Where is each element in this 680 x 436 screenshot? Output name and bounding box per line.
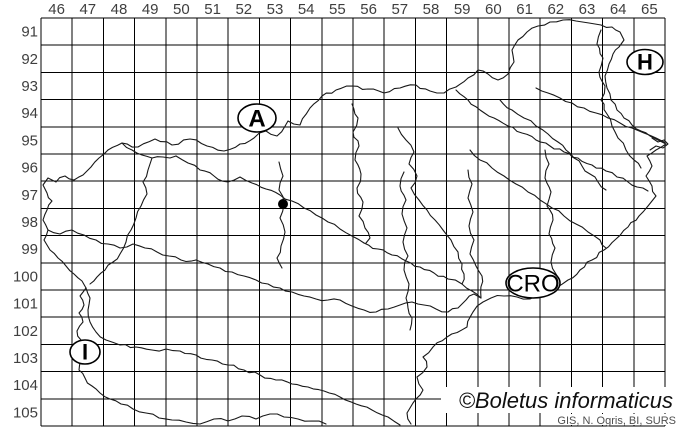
map-line-border-north xyxy=(107,19,667,152)
map-line-river-sotla xyxy=(544,149,561,285)
column-axis-labels: 46 47 48 49 50 51 52 53 54 55 56 57 58 59 60 61 62 63 64 65 xyxy=(48,1,657,18)
country-ellipse xyxy=(69,339,101,365)
row-label-91: 91 xyxy=(21,24,38,41)
map-line-river-soca xyxy=(89,157,153,285)
row-label-93: 93 xyxy=(21,78,38,95)
map-line-river-mirna xyxy=(399,171,413,331)
col-label-47: 47 xyxy=(79,1,96,18)
map-line-river-savinja-e xyxy=(397,127,465,285)
row-label-94: 94 xyxy=(21,105,38,122)
col-label-62: 62 xyxy=(547,1,564,18)
row-label-96: 96 xyxy=(21,160,38,177)
credits-backdrop xyxy=(550,414,678,425)
grid-lines xyxy=(40,17,666,427)
map-line-river-ljubljanica xyxy=(195,259,341,302)
map-line-coastline xyxy=(76,287,327,425)
map-line-river-krka xyxy=(339,293,482,313)
map-line-river-mura xyxy=(535,87,665,143)
map-line-river-dravinja xyxy=(469,149,607,249)
col-label-59: 59 xyxy=(454,1,471,18)
country-label-i: I xyxy=(69,339,101,365)
row-label-104: 104 xyxy=(13,377,38,394)
row-label-99: 99 xyxy=(21,241,38,258)
country-text-i: I xyxy=(82,340,88,365)
occurrence-points xyxy=(278,199,288,209)
map-line-river-drava xyxy=(455,89,649,192)
map-line-river-vipava xyxy=(47,229,197,263)
country-label-cro: CRO xyxy=(505,267,561,299)
map-line-river-krka-e xyxy=(467,169,484,299)
map-line-river-savinja xyxy=(351,103,371,244)
col-label-58: 58 xyxy=(423,1,440,18)
row-label-105: 105 xyxy=(13,404,38,421)
country-text-cro: CRO xyxy=(506,270,559,297)
row-label-100: 100 xyxy=(13,268,38,285)
occurrence-dot-cell-53-97 xyxy=(278,199,288,209)
col-label-54: 54 xyxy=(298,1,315,18)
row-label-101: 101 xyxy=(13,296,38,313)
row-axis-labels: 91 92 93 94 95 96 97 98 99 100 101 102 103 104 105 xyxy=(13,24,38,422)
col-label-55: 55 xyxy=(329,1,346,18)
row-label-98: 98 xyxy=(21,214,38,231)
col-label-52: 52 xyxy=(235,1,252,18)
country-labels: A H CRO I xyxy=(69,48,664,365)
country-ellipse xyxy=(237,103,277,133)
col-label-63: 63 xyxy=(579,1,596,18)
col-label-49: 49 xyxy=(142,1,159,18)
col-label-46: 46 xyxy=(48,1,65,18)
map-line-border-west xyxy=(42,149,109,289)
col-label-60: 60 xyxy=(485,1,502,18)
country-ellipse xyxy=(626,48,664,76)
map-line-east-tip-detail xyxy=(649,137,669,151)
attribution-group: ©Boletus informaticus GIS, N. Ogris, BI,… xyxy=(441,387,679,427)
country-text-h: H xyxy=(637,50,653,75)
credits-text: GIS, N. Ogris, BI, SURS xyxy=(557,415,676,427)
country-ellipse xyxy=(505,267,561,299)
attribution-backdrop xyxy=(441,387,679,413)
col-label-57: 57 xyxy=(391,1,408,18)
col-label-51: 51 xyxy=(204,1,221,18)
country-label-a: A xyxy=(237,103,277,133)
country-text-a: A xyxy=(248,105,265,132)
col-label-65: 65 xyxy=(641,1,658,18)
col-label-64: 64 xyxy=(610,1,627,18)
map-line-border-south xyxy=(85,287,401,426)
attribution-text: ©Boletus informaticus xyxy=(459,388,673,413)
row-label-95: 95 xyxy=(21,132,38,149)
col-label-53: 53 xyxy=(267,1,284,18)
map-line-river-sava-source xyxy=(121,142,177,159)
row-label-97: 97 xyxy=(21,187,38,204)
col-label-61: 61 xyxy=(516,1,533,18)
col-label-48: 48 xyxy=(111,1,128,18)
map-line-river-sava-upper xyxy=(175,155,365,244)
row-label-102: 102 xyxy=(13,323,38,340)
row-label-92: 92 xyxy=(21,51,38,68)
map-line-river-kamniska xyxy=(276,161,286,269)
map-line-river-ledava xyxy=(596,29,642,169)
col-label-50: 50 xyxy=(173,1,190,18)
country-label-h: H xyxy=(626,48,664,76)
col-label-56: 56 xyxy=(360,1,377,18)
map-line-river-pesnica xyxy=(499,99,607,191)
row-label-103: 103 xyxy=(13,350,38,367)
